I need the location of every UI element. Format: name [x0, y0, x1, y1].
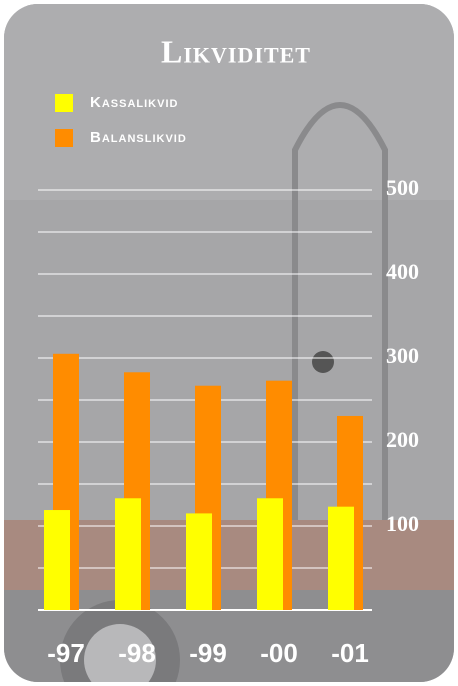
y-tick-label: 100: [386, 511, 419, 536]
legend-label: Balanslikvid: [90, 129, 187, 146]
y-tick-label: 400: [386, 259, 419, 284]
x-tick-label: -98: [118, 638, 156, 668]
bar: [44, 510, 70, 610]
legend-label: Kassalikvid: [90, 94, 178, 111]
legend-swatch: [55, 129, 73, 147]
y-tick-label: 200: [386, 427, 419, 452]
x-tick-label: -00: [260, 638, 298, 668]
x-tick-label: -01: [331, 638, 369, 668]
chart-title: Likviditet: [161, 33, 311, 69]
y-tick-label: 500: [386, 175, 419, 200]
legend-swatch: [55, 94, 73, 112]
bar: [328, 506, 354, 610]
bar: [115, 498, 141, 610]
y-tick-label: 300: [386, 343, 419, 368]
bar: [257, 498, 283, 610]
bar: [186, 513, 212, 610]
x-tick-label: -97: [47, 638, 85, 668]
x-tick-label: -99: [189, 638, 227, 668]
